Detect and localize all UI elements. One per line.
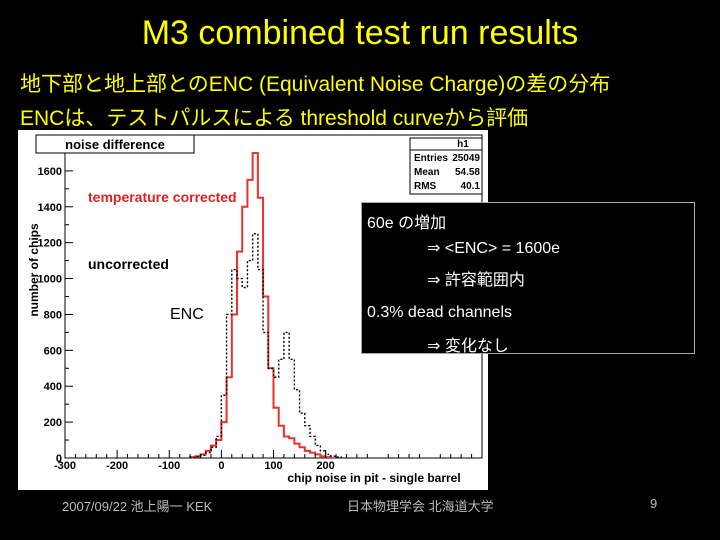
uncorrected-bin (242, 288, 247, 458)
x-tick-label: -100 (158, 460, 180, 472)
y-tick-label: 1600 (38, 166, 62, 178)
y-tick-label: 0 (56, 453, 62, 465)
stats-box-name: h1 (457, 139, 469, 150)
uncorrected-bin (310, 436, 315, 458)
y-tick-label: 200 (44, 417, 62, 429)
uncorrected-bin (289, 359, 294, 458)
uncorrected-bin (211, 447, 216, 458)
uncorrected-bin (268, 368, 273, 458)
callout-line-4: 0.3% dead channels (367, 304, 512, 321)
stats-label-rms: RMS (414, 181, 437, 192)
chart-title-box: noise difference (35, 134, 195, 154)
callout-line-1: 60e の増加 (367, 215, 447, 232)
stats-value-entries: 25049 (452, 153, 480, 164)
corrected-series (189, 151, 332, 459)
uncorrected-bin (263, 332, 268, 458)
y-tick-label: 1200 (38, 238, 62, 250)
stats-box: h1 Entries 25049 Mean 54.58 RMS 40.1 (409, 137, 483, 195)
uncorrected-bin (320, 451, 325, 458)
x-tick-label: -200 (106, 460, 128, 472)
uncorrected-bin (284, 332, 289, 458)
footer-author: 2007/09/22 池上陽一 KEK (62, 499, 213, 514)
x-tick-label: 100 (264, 460, 282, 472)
subtitle-line-1: 地下部と地上部とのENC (Equivalent Noise Charge)の差… (20, 73, 611, 96)
y-tick-label: 400 (44, 381, 62, 393)
x-tick-label: 200 (316, 460, 334, 472)
callout-line-2: ⇒ <ENC> = 1600e (427, 240, 561, 257)
uncorrected-label: uncorrected (88, 256, 169, 272)
enc-label: ENC (170, 306, 204, 323)
corrected-outline (189, 151, 332, 459)
uncorrected-bin (232, 270, 237, 458)
uncorrected-bin (305, 426, 310, 458)
page-number: 9 (650, 496, 658, 511)
y-tick-label: 600 (44, 345, 62, 357)
uncorrected-bin (227, 314, 232, 458)
stats-label-entries: Entries (414, 153, 448, 164)
y-tick-label: 1000 (38, 274, 62, 286)
uncorrected-bin (247, 261, 252, 458)
subtitle-line-2: ENCは、テストパルスによる threshold curveから評価 (20, 107, 529, 130)
slide-title: M3 combined test run results (141, 14, 579, 52)
uncorrected-bin (221, 395, 226, 458)
uncorrected-bin (315, 445, 320, 458)
uncorrected-bin (253, 234, 258, 458)
uncorrected-bin (206, 453, 211, 458)
stats-value-rms: 40.1 (461, 181, 481, 192)
callout-line-5: ⇒ 変化なし (427, 338, 509, 355)
callout-box: 60e の増加 ⇒ <ENC> = 1600e ⇒ 許容範囲内 0.3% dea… (361, 202, 695, 355)
uncorrected-bin (294, 390, 299, 458)
y-tick-label: 1400 (38, 202, 62, 214)
uncorrected-bin (258, 270, 263, 458)
x-axis-label: chip noise in pit - single barrel (287, 471, 460, 485)
chart-title: noise difference (65, 137, 165, 152)
corrected-label: temperature corrected (88, 189, 237, 205)
x-tick-label: -300 (54, 460, 76, 472)
stats-label-mean: Mean (414, 167, 440, 178)
uncorrected-bin (237, 279, 242, 458)
y-tick-label: 800 (44, 309, 62, 321)
uncorrected-bin (274, 377, 279, 458)
y-axis-label: number of chips (27, 223, 41, 317)
callout-line-3: ⇒ 許容範囲内 (427, 272, 525, 289)
footer-venue: 日本物理学会 北海道大学 (347, 499, 494, 514)
uncorrected-bin (216, 436, 221, 458)
stats-value-mean: 54.58 (455, 167, 480, 178)
uncorrected-bin (279, 359, 284, 458)
uncorrected-bin (300, 413, 305, 458)
x-tick-label: 0 (218, 460, 224, 472)
